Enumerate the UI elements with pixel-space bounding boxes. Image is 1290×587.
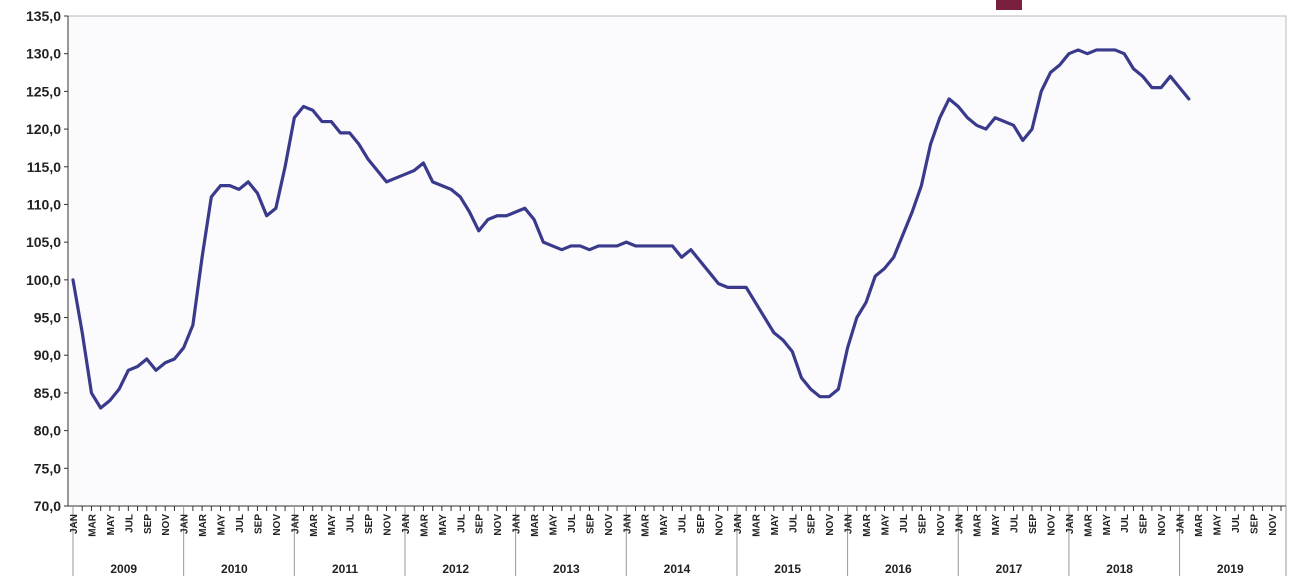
x-tick-label: MAR — [1083, 513, 1094, 537]
year-label: 2014 — [664, 562, 691, 576]
x-tick-label: SEP — [475, 514, 486, 534]
x-tick-label: NOV — [383, 514, 394, 536]
x-tick-label: JAN — [1176, 514, 1187, 534]
x-tick-label: MAY — [327, 514, 338, 536]
x-tick-label: JAN — [69, 514, 80, 534]
year-label: 2012 — [442, 562, 469, 576]
x-tick-label: SEP — [253, 514, 264, 534]
x-tick-label: JAN — [844, 514, 855, 534]
y-tick-label: 85,0 — [34, 385, 61, 401]
x-tick-label: SEP — [807, 514, 818, 534]
x-tick-label: JUL — [1120, 514, 1131, 533]
x-tick-label: JUL — [1231, 514, 1242, 533]
x-axis: JAN MAR MAY JUL SEP NOV JAN MAR MAY JUL SEP NOV JAN M… — [68, 505, 1287, 576]
year-label: 2009 — [110, 562, 137, 576]
x-tick-label: NOV — [1157, 514, 1168, 536]
y-tick-label: 80,0 — [34, 423, 61, 439]
y-tick-label: 90,0 — [34, 347, 61, 363]
x-tick-label: MAY — [991, 514, 1002, 536]
y-tick-label: 130,0 — [26, 46, 61, 62]
series-layer — [71, 48, 1191, 410]
year-label: 2010 — [221, 562, 248, 576]
y-tick-label: 120,0 — [26, 121, 61, 137]
x-tick-label: MAR — [87, 513, 98, 537]
y-tick-label: 125,0 — [26, 83, 61, 99]
x-tick-label: JUL — [1010, 514, 1021, 533]
x-tick-label: JUL — [235, 514, 246, 533]
x-tick-label: JAN — [512, 514, 523, 534]
x-tick-label: JUL — [899, 514, 910, 533]
year-label: 2016 — [885, 562, 912, 576]
x-tick-label: SEP — [364, 514, 375, 534]
x-tick-label: MAY — [659, 514, 670, 536]
x-tick-label: MAR — [973, 513, 984, 537]
x-tick-label: NOV — [714, 514, 725, 536]
x-tick-label: JAN — [733, 514, 744, 534]
x-tick-label: MAR — [530, 513, 541, 537]
y-tick-label: 100,0 — [26, 272, 61, 288]
x-tick-label: NOV — [1268, 514, 1279, 536]
x-tick-label: JAN — [290, 514, 301, 534]
series-line — [71, 48, 1191, 410]
x-tick-label: SEP — [696, 514, 707, 534]
x-tick-label: MAY — [549, 514, 560, 536]
x-tick-label: MAR — [641, 513, 652, 537]
y-tick-label: 70,0 — [34, 498, 61, 514]
x-tick-label: SEP — [585, 514, 596, 534]
x-tick-label: MAR — [309, 513, 320, 537]
x-tick-label: MAR — [198, 513, 209, 537]
x-tick-label: NOV — [825, 514, 836, 536]
x-tick-label: JAN — [622, 514, 633, 534]
x-tick-label: MAY — [1212, 514, 1223, 536]
x-tick-label: JAN — [180, 514, 191, 534]
y-tick-label: 75,0 — [34, 460, 61, 476]
x-tick-label: JUL — [678, 514, 689, 533]
y-tick-label: 110,0 — [27, 196, 61, 212]
x-tick-label: MAR — [751, 513, 762, 537]
year-label: 2011 — [332, 562, 358, 576]
x-tick-label: NOV — [936, 514, 947, 536]
y-tick-label: 95,0 — [34, 310, 61, 326]
x-tick-label: MAY — [217, 514, 228, 536]
y-tick-label: 105,0 — [26, 234, 61, 250]
x-tick-label: NOV — [161, 514, 172, 536]
x-tick-label: MAR — [1194, 513, 1205, 537]
x-tick-label: JAN — [1065, 514, 1076, 534]
y-axis: 70,0 75,0 80,0 85,0 90,0 95,0 100,0 105,0 110,0 1… — [26, 8, 69, 514]
y-tick-label: 135,0 — [26, 8, 61, 24]
x-tick-label: MAY — [880, 514, 891, 536]
x-tick-label: MAR — [419, 513, 430, 537]
year-label: 2018 — [1106, 562, 1133, 576]
year-label: 2017 — [996, 562, 1023, 576]
x-tick-label: NOV — [604, 514, 615, 536]
plot-area-background — [67, 15, 1287, 507]
x-tick-label: SEP — [1028, 514, 1039, 534]
x-tick-label: SEP — [1249, 514, 1260, 534]
x-tick-label: MAY — [438, 514, 449, 536]
x-tick-label: MAR — [862, 513, 873, 537]
year-label: 2013 — [553, 562, 580, 576]
year-label: 2019 — [1217, 562, 1244, 576]
y-tick-label: 115,0 — [27, 159, 61, 175]
x-tick-label: JUL — [788, 514, 799, 533]
x-tick-label: JAN — [401, 514, 412, 534]
legend-marker — [996, 0, 1022, 10]
x-tick-label: MAY — [770, 514, 781, 536]
x-tick-label: MAY — [1102, 514, 1113, 536]
x-tick-label: JUL — [567, 514, 578, 533]
year-label: 2015 — [774, 562, 801, 576]
x-tick-label: SEP — [1139, 514, 1150, 534]
x-tick-label: SEP — [143, 514, 154, 534]
x-tick-label: JUL — [124, 514, 135, 533]
x-tick-label: JAN — [954, 514, 965, 534]
x-tick-label: NOV — [1046, 514, 1057, 536]
x-tick-label: NOV — [272, 514, 283, 536]
x-tick-label: JUL — [456, 514, 467, 533]
x-tick-label: JUL — [346, 514, 357, 533]
x-tick-label: MAY — [106, 514, 117, 536]
x-tick-label: SEP — [917, 514, 928, 534]
x-tick-label: NOV — [493, 514, 504, 536]
